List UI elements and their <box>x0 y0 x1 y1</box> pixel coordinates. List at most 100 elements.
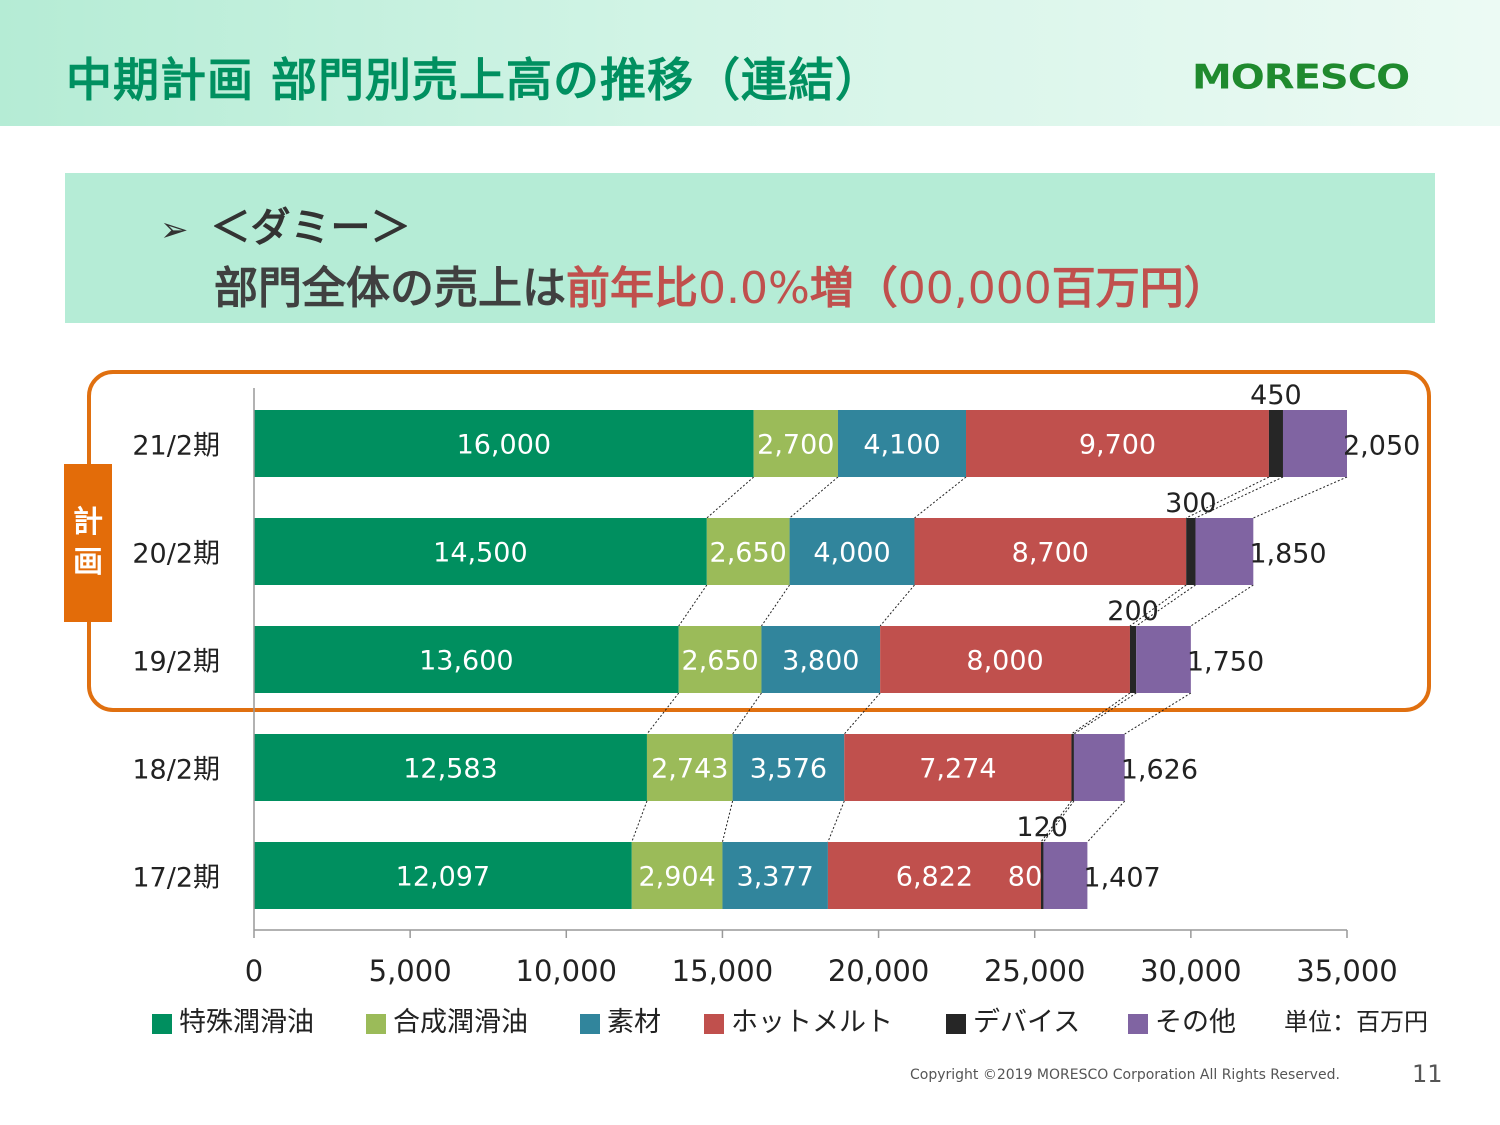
connector-line <box>631 800 648 843</box>
connector-line <box>1073 692 1137 735</box>
x-tick-label: 20,000 <box>828 954 929 988</box>
bar-segment <box>1195 518 1254 585</box>
connector-line <box>843 692 881 735</box>
category-label: 20/2期 <box>132 539 220 570</box>
x-tick-label: 30,000 <box>1140 954 1241 988</box>
connector-line <box>1124 692 1192 735</box>
x-tick-label: 0 <box>245 954 263 988</box>
bar-segment <box>254 734 647 801</box>
bar-segment <box>254 518 707 585</box>
bar-segment <box>1136 626 1191 693</box>
page-number: 11 <box>1412 1060 1443 1088</box>
connector-line <box>827 800 845 843</box>
connector-line <box>879 584 915 627</box>
legend-swatch <box>152 1014 172 1034</box>
bar-segment <box>1043 842 1088 909</box>
bar-segment <box>1073 734 1125 801</box>
data-label: 9,700 <box>1079 430 1156 461</box>
legend-swatch <box>704 1014 724 1034</box>
data-label: 1,850 <box>1249 539 1326 570</box>
connector-line <box>678 584 708 627</box>
data-label: 2,904 <box>638 862 715 893</box>
header-band <box>0 0 1500 126</box>
data-label: 13,600 <box>419 646 513 677</box>
data-label: 3,576 <box>750 754 827 785</box>
connector-line <box>721 800 734 843</box>
data-label: 200 <box>1107 596 1159 627</box>
category-label: 19/2期 <box>132 647 220 678</box>
plan-tag: 計画 <box>64 464 112 622</box>
connector-line <box>706 476 754 519</box>
data-label: 16,000 <box>457 430 551 461</box>
data-label: 1,750 <box>1187 647 1264 678</box>
x-tick-label: 25,000 <box>984 954 1085 988</box>
bar-segment <box>1040 842 1044 909</box>
connector-line <box>1087 800 1126 843</box>
bar-segment <box>1129 626 1137 693</box>
summary-banner <box>65 173 1435 323</box>
connector-line <box>914 476 967 519</box>
legend-label: デバイス <box>973 1007 1080 1038</box>
summary-text-b: 前年比 <box>566 263 698 314</box>
data-label: 2,743 <box>651 754 728 785</box>
bar-segment <box>837 410 967 477</box>
bar-segment <box>789 518 915 585</box>
category-label: 17/2期 <box>132 863 220 894</box>
connector-line <box>1040 800 1072 843</box>
unit-label: 単位：百万円 <box>1284 1008 1428 1036</box>
data-label: 3,377 <box>737 862 814 893</box>
summary-line-1: ➢ ＜ダミー＞ <box>160 195 411 253</box>
arrow-bullet-icon: ➢ <box>160 210 189 250</box>
bar-segment <box>844 734 1072 801</box>
connector-line <box>1185 476 1270 519</box>
bar-segment <box>1282 410 1347 477</box>
connector-line <box>1135 584 1196 627</box>
data-label: 300 <box>1165 488 1217 519</box>
legend-swatch <box>946 1014 966 1034</box>
legend-label: ホットメルト <box>731 1007 893 1038</box>
connector-line <box>1071 692 1131 735</box>
copyright: Copyright ©2019 MORESCO Corporation All … <box>910 1067 1340 1083</box>
x-tick-label: 15,000 <box>672 954 773 988</box>
data-label: 8,700 <box>1012 538 1089 569</box>
legend-label: 素材 <box>607 1007 661 1038</box>
bar-segment <box>722 842 828 909</box>
legend-label: 特殊潤滑油 <box>179 1007 314 1038</box>
data-label: 4,000 <box>813 538 890 569</box>
connector-line <box>1129 584 1187 627</box>
connector-line <box>1043 800 1075 843</box>
bar-segment <box>753 410 838 477</box>
bar-segment <box>706 518 790 585</box>
connector-line <box>761 584 790 627</box>
bar-segment <box>914 518 1187 585</box>
legend-label: 合成潤滑油 <box>393 1007 528 1038</box>
category-label: 21/2期 <box>132 431 220 462</box>
bar-segment <box>254 626 679 693</box>
x-tick-label: 35,000 <box>1296 954 1397 988</box>
x-tick-label: 10,000 <box>516 954 617 988</box>
bar-segment <box>1071 734 1074 801</box>
summary-amount: 00,000 <box>897 263 1052 314</box>
bar-segment <box>254 410 754 477</box>
connector-line <box>1195 476 1284 519</box>
bar-segment <box>631 842 723 909</box>
data-label: 2,050 <box>1343 431 1420 462</box>
bar-segment <box>761 626 881 693</box>
bar-segment <box>827 842 1041 909</box>
legend-swatch <box>366 1014 386 1034</box>
connector-line <box>1190 584 1254 627</box>
connector-line <box>646 692 680 735</box>
data-label: 2,650 <box>710 538 787 569</box>
data-label: 8,000 <box>966 646 1043 677</box>
data-label: 12,583 <box>403 754 497 785</box>
x-tick-label: 5,000 <box>369 954 452 988</box>
data-label: 6,822 <box>896 862 973 893</box>
data-label: 12,097 <box>396 862 490 893</box>
connector-line <box>1253 476 1348 519</box>
data-label: 120 <box>1016 812 1068 843</box>
bar-segment <box>1186 518 1196 585</box>
data-label: 2,650 <box>681 646 758 677</box>
summary-text-f: 百万円） <box>1051 263 1228 314</box>
bar-segment <box>880 626 1130 693</box>
